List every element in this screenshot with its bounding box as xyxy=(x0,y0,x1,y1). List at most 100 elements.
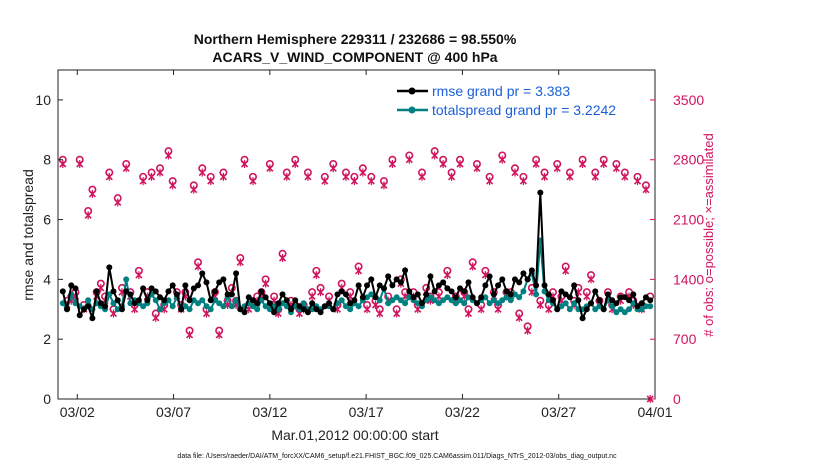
y-tick-label: 10 xyxy=(35,92,51,108)
rmse-point xyxy=(106,264,113,271)
spread-point xyxy=(347,306,354,313)
obs-assimilated-point xyxy=(308,292,316,301)
rmse-point xyxy=(347,300,354,307)
spread-point xyxy=(233,297,240,304)
spread-point xyxy=(140,303,147,310)
rmse-point xyxy=(617,294,624,301)
spread-point xyxy=(617,306,624,313)
obs-assimilated-point xyxy=(498,155,506,164)
rmse-point xyxy=(64,306,71,313)
rmse-point xyxy=(452,294,459,301)
x-tick-label: 03/12 xyxy=(252,404,287,420)
obs-assimilated-point xyxy=(109,309,118,318)
obs-assimilated-point xyxy=(376,309,384,318)
spread-point xyxy=(499,297,506,304)
obs-assimilated-point xyxy=(329,164,337,173)
obs-assimilated-point xyxy=(266,164,274,173)
spread-point xyxy=(613,309,620,316)
rmse-point xyxy=(524,276,531,283)
obs-assimilated-point xyxy=(291,160,299,168)
x-tick-label: 03/22 xyxy=(445,404,480,420)
rmse-point xyxy=(634,303,641,310)
y-tick-label: 4 xyxy=(43,271,51,287)
y2-tick-label: 1400 xyxy=(673,271,704,287)
chart-title-line1: Northern Hemisphere 229311 / 232686 = 98… xyxy=(194,31,517,47)
spread-point xyxy=(186,306,193,313)
obs-assimilated-point xyxy=(317,288,325,297)
spread-point xyxy=(448,297,455,304)
obs-assimilated-point xyxy=(524,326,532,335)
rmse-point xyxy=(626,297,633,304)
rmse-point xyxy=(566,294,573,301)
rmse-point xyxy=(355,282,362,289)
x-tick-label: 03/17 xyxy=(349,404,384,420)
obs-assimilated-point xyxy=(236,258,244,267)
rmse-point xyxy=(313,306,320,313)
rmse-point xyxy=(97,300,104,307)
spread-point xyxy=(621,309,628,316)
obs-assimilated-point xyxy=(443,271,451,280)
spread-point xyxy=(376,297,383,304)
rmse-point xyxy=(435,282,442,289)
rmse-point xyxy=(110,288,117,295)
spread-point xyxy=(169,303,176,310)
spread-point xyxy=(516,294,523,301)
rmse-point xyxy=(245,294,252,301)
rmse-point xyxy=(613,300,620,307)
rmse-point xyxy=(647,297,654,304)
obs-assimilated-point xyxy=(283,172,291,181)
rmse-point xyxy=(342,291,349,298)
rmse-point xyxy=(423,291,430,298)
plot-frame xyxy=(57,69,656,400)
rmse-point xyxy=(630,291,637,298)
spread-point xyxy=(427,294,434,301)
obs-assimilated-point xyxy=(278,254,287,262)
rmse-point xyxy=(203,279,210,286)
y-tick-label: 8 xyxy=(43,152,51,168)
spread-point xyxy=(254,306,261,313)
rmse-point xyxy=(127,291,134,298)
rmse-point xyxy=(161,297,168,304)
obs-assimilated-point xyxy=(169,181,177,190)
spread-point xyxy=(566,306,573,313)
x-tick-label: 03/02 xyxy=(60,404,95,420)
obs-assimilated-point xyxy=(532,160,540,168)
spread-point xyxy=(465,294,472,301)
spread-point xyxy=(520,288,527,295)
rmse-point xyxy=(486,273,493,280)
obs-assimilated-point xyxy=(469,262,477,271)
obs-assimilated-point xyxy=(105,172,113,181)
y-tick-label: 2 xyxy=(43,331,51,347)
rmse-point xyxy=(583,306,590,313)
rmse-point xyxy=(448,288,455,295)
spread-point xyxy=(123,276,130,283)
spread-point xyxy=(152,297,159,304)
spread-point xyxy=(440,297,447,304)
obs-assimilated-point xyxy=(519,177,527,186)
obs-assimilated-point xyxy=(393,309,401,318)
rmse-point xyxy=(195,282,202,289)
rmse-point xyxy=(330,306,337,313)
obs-assimilated-point xyxy=(219,172,227,181)
y-tick-label: 6 xyxy=(43,212,51,228)
spread-point xyxy=(626,306,633,313)
spread-point xyxy=(368,291,375,298)
obs-assimilated-point xyxy=(186,330,194,339)
spread-point xyxy=(342,303,349,310)
spread-point xyxy=(414,300,421,307)
rmse-point xyxy=(541,282,548,289)
rmse-point xyxy=(266,300,273,307)
obs-assimilated-point xyxy=(304,172,312,181)
rmse-point xyxy=(271,309,278,316)
obs-assimilated-point xyxy=(190,185,198,194)
legend: rmse grand pr = 3.383 totalspread grand … xyxy=(397,83,616,118)
rmse-point xyxy=(296,303,303,310)
rmse-point xyxy=(279,291,286,298)
legend-rmse-marker xyxy=(408,87,416,95)
rmse-point xyxy=(406,288,413,295)
obs-assimilated-point xyxy=(642,185,650,194)
obs-assimilated-point xyxy=(240,160,249,168)
spread-point xyxy=(203,303,210,310)
obs-assimilated-point xyxy=(135,271,143,280)
spread-point xyxy=(444,294,451,301)
